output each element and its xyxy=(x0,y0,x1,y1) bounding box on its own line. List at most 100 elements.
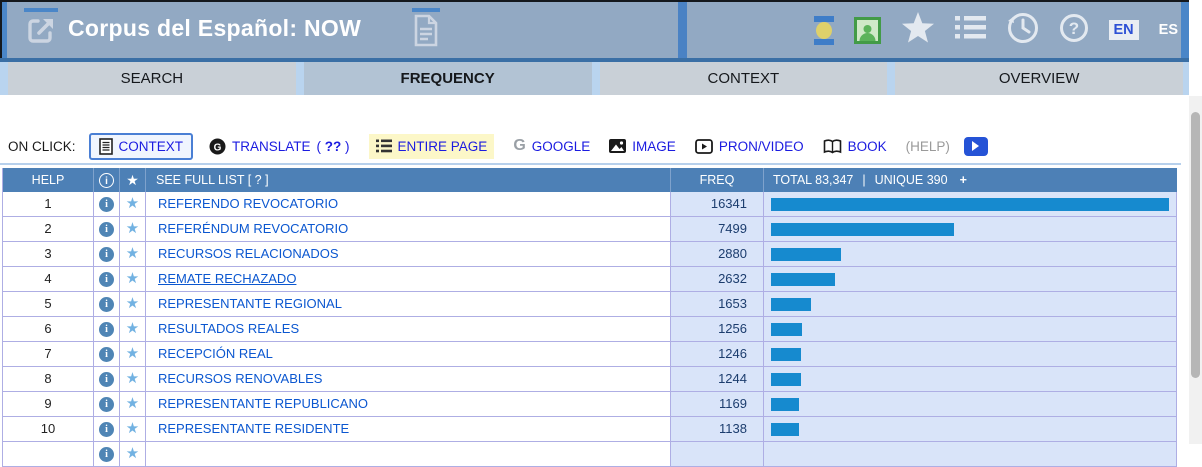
onclick-context-button[interactable]: CONTEXT xyxy=(88,132,194,160)
word-link[interactable]: REPRESENTANTE RESIDENTE xyxy=(158,421,350,436)
info-icon[interactable]: i xyxy=(99,346,114,362)
freq-bar xyxy=(771,422,799,436)
info-cell: i xyxy=(94,317,120,342)
freq-bar xyxy=(771,372,801,386)
table-row: 3 i ★ RECURSOS RELACIONADOS 2880 xyxy=(3,242,1177,267)
star-icon[interactable]: ★ xyxy=(120,292,146,317)
rank-cell xyxy=(3,442,94,467)
expand-plus-button[interactable]: + xyxy=(959,173,967,187)
word-cell: RECEPCIÓN REAL xyxy=(146,342,671,367)
star-icon[interactable]: ★ xyxy=(120,192,146,217)
app-header: Corpus del Español: NOW xyxy=(0,0,1189,60)
onclick-book-button[interactable]: BOOK xyxy=(823,139,887,154)
rank-cell: 2 xyxy=(3,217,94,242)
header-right-border xyxy=(1181,2,1189,60)
rank-cell: 1 xyxy=(3,192,94,217)
document-accent xyxy=(412,8,440,12)
favorites-star-icon[interactable] xyxy=(901,12,935,48)
info-icon[interactable]: i xyxy=(99,446,114,462)
star-icon[interactable]: ★ xyxy=(120,242,146,267)
star-icon[interactable]: ★ xyxy=(120,342,146,367)
help-icon[interactable]: ? xyxy=(1059,13,1089,48)
word-link[interactable]: REMATE RECHAZADO xyxy=(158,271,297,286)
column-header-help[interactable]: HELP xyxy=(3,168,94,192)
word-link[interactable]: REPRESENTANTE REGIONAL xyxy=(158,296,342,311)
star-icon[interactable]: ★ xyxy=(120,267,146,292)
info-icon[interactable]: i xyxy=(99,246,114,262)
info-icon[interactable]: i xyxy=(99,321,114,337)
image-icon xyxy=(609,139,627,153)
onclick-translate-button[interactable]: G TRANSLATE ( ?? ) xyxy=(209,138,350,155)
onclick-google-button[interactable]: G GOOGLE xyxy=(513,137,591,154)
document-icon[interactable] xyxy=(413,14,439,52)
info-icon[interactable]: i xyxy=(99,296,114,312)
word-link[interactable]: RECURSOS RENOVABLES xyxy=(158,371,323,386)
bar-cell xyxy=(764,267,1177,292)
external-link-icon[interactable] xyxy=(25,15,57,52)
rank-cell: 10 xyxy=(3,417,94,442)
word-link[interactable]: RESULTADOS REALES xyxy=(158,321,300,336)
account-toggle-icon[interactable] xyxy=(813,15,834,45)
tab-overview[interactable]: OVERVIEW xyxy=(895,62,1183,95)
tab-context[interactable]: CONTEXT xyxy=(599,62,888,95)
tab-search[interactable]: SEARCH xyxy=(8,62,296,95)
bar-cell xyxy=(764,392,1177,417)
info-icon[interactable]: i xyxy=(99,271,114,287)
star-icon[interactable]: ★ xyxy=(120,367,146,392)
onclick-pron-video-button[interactable]: PRON/VIDEO xyxy=(694,139,804,154)
freq-cell: 2632 xyxy=(671,267,764,292)
google-g-icon: G xyxy=(513,137,526,154)
column-header-total[interactable]: TOTAL 83,347 | UNIQUE 390 + xyxy=(773,173,967,187)
table-row: 7 i ★ RECEPCIÓN REAL 1246 xyxy=(3,342,1177,367)
word-list-icon[interactable] xyxy=(954,15,986,45)
star-icon[interactable]: ★ xyxy=(120,417,146,442)
info-icon[interactable]: i xyxy=(99,196,114,212)
word-cell: REPRESENTANTE REPUBLICANO xyxy=(146,392,671,417)
freq-cell: 1653 xyxy=(671,292,764,317)
bar-cell xyxy=(764,342,1177,367)
scrollbar-thumb[interactable] xyxy=(1191,112,1200,378)
star-icon[interactable]: ★ xyxy=(120,217,146,242)
bar-cell xyxy=(764,367,1177,392)
frequency-table: HELP i ★ SEE FULL LIST [ ? ] FREQ TOTAL … xyxy=(2,168,1177,467)
column-header-freq[interactable]: FREQ xyxy=(671,168,764,192)
language-es-button[interactable]: ES xyxy=(1158,22,1178,38)
word-link[interactable]: REFERÉNDUM REVOCATORIO xyxy=(158,221,349,236)
freq-bar xyxy=(771,272,835,286)
table-body: 1 i ★ REFERENDO REVOCATORIO 16341 2 i ★ … xyxy=(3,192,1177,467)
word-link[interactable]: RECURSOS RELACIONADOS xyxy=(158,246,339,261)
info-cell: i xyxy=(94,192,120,217)
onclick-entire-page-button[interactable]: ENTIRE PAGE xyxy=(368,133,495,159)
profile-icon[interactable] xyxy=(853,16,881,44)
word-link[interactable]: RECEPCIÓN REAL xyxy=(158,346,273,361)
history-icon[interactable] xyxy=(1006,11,1039,49)
language-en-button[interactable]: EN xyxy=(1108,20,1139,40)
word-link[interactable]: REFERENDO REVOCATORIO xyxy=(158,196,339,211)
info-icon[interactable]: i xyxy=(99,421,114,437)
info-icon[interactable]: i xyxy=(99,396,114,412)
info-icon[interactable]: i xyxy=(99,371,114,387)
content-divider xyxy=(0,163,1181,165)
table-row: 6 i ★ RESULTADOS REALES 1256 xyxy=(3,317,1177,342)
column-header-see-full-list[interactable]: SEE FULL LIST [ ? ] xyxy=(146,168,671,192)
external-link-accent xyxy=(24,8,58,12)
freq-bar xyxy=(771,222,954,236)
rank-cell: 3 xyxy=(3,242,94,267)
table-row: 9 i ★ REPRESENTANTE REPUBLICANO 1169 xyxy=(3,392,1177,417)
word-cell: REPRESENTANTE REGIONAL xyxy=(146,292,671,317)
column-header-star: ★ xyxy=(120,168,146,192)
freq-bar xyxy=(771,247,841,261)
onclick-image-button[interactable]: IMAGE xyxy=(609,139,676,154)
rank-cell: 6 xyxy=(3,317,94,342)
info-icon[interactable]: i xyxy=(99,221,114,237)
word-link[interactable]: REPRESENTANTE REPUBLICANO xyxy=(158,396,368,411)
bar-cell xyxy=(764,317,1177,342)
star-icon[interactable]: ★ xyxy=(120,442,146,467)
freq-cell: 1244 xyxy=(671,367,764,392)
star-icon[interactable]: ★ xyxy=(120,317,146,342)
rank-cell: 8 xyxy=(3,367,94,392)
play-button-icon[interactable] xyxy=(963,136,988,156)
tab-frequency[interactable]: FREQUENCY xyxy=(303,62,592,95)
table-row: 5 i ★ REPRESENTANTE REGIONAL 1653 xyxy=(3,292,1177,317)
star-icon[interactable]: ★ xyxy=(120,392,146,417)
